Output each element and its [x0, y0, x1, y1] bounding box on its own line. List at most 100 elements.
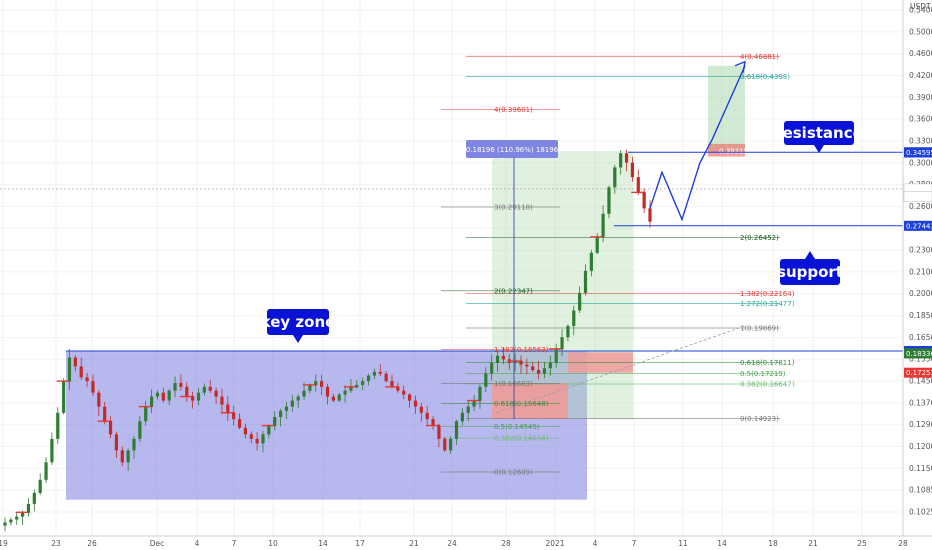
candle-body [466, 406, 470, 413]
candle-body [220, 396, 224, 405]
candle-body [578, 292, 582, 311]
candle-body [320, 381, 324, 387]
candle-body [249, 434, 253, 439]
candle-body [413, 400, 418, 407]
candle-body [378, 371, 382, 374]
candles [3, 149, 652, 532]
horizontal-levels [0, 151, 903, 352]
candle-body [337, 394, 341, 401]
candle-body [56, 412, 60, 439]
candle-body [648, 208, 652, 222]
fib-label-right: 4(0.46881) [740, 53, 779, 61]
candle-body [108, 421, 113, 435]
y-tick-label: 0.10850 [909, 486, 932, 495]
fib-label-right: 0.382(0.16647) [740, 381, 795, 389]
x-tick-label: 4 [195, 539, 200, 548]
candle-body [120, 450, 124, 463]
candle-body [173, 383, 177, 391]
candle-body [202, 386, 206, 393]
candle-body [185, 386, 189, 397]
candle-body [454, 421, 459, 439]
time-axis[interactable]: 19 23 26 Dec 4 7 10 14 17 21 24 28 2021 4 7 11 14 18 21 25 2… [0, 535, 932, 548]
candle-body [624, 153, 629, 163]
y-tick-label: 0.42000 [909, 71, 932, 80]
candle-body [478, 386, 482, 401]
candle-body [290, 400, 294, 407]
fib-label-right: 0.5(0.17219) [740, 370, 786, 378]
resistance-callout-box [784, 121, 854, 145]
candle-body [554, 348, 558, 363]
y-tick-label: 0.13700 [909, 398, 932, 407]
y-tick-label: 0.39000 [909, 93, 932, 102]
key-zone-box [66, 350, 587, 500]
candle-body [548, 362, 552, 369]
fib-label-right: 0(0.14923) [740, 415, 779, 423]
candle-body [149, 396, 154, 407]
candle-body [15, 516, 19, 520]
x-tick-label: 26 [87, 539, 97, 548]
candle-body [425, 412, 429, 420]
y-tick-label: 0.23000 [909, 246, 932, 255]
y-tick-label: 0.50000 [909, 27, 932, 36]
projection-arrowhead [734, 60, 746, 73]
x-tick-label: 2021 [545, 539, 564, 548]
candle-body [402, 390, 406, 395]
candle-body [607, 187, 611, 214]
x-tick-label: 17 [355, 539, 365, 548]
measure-label-box [466, 140, 558, 158]
price-axis[interactable]: 0.54000 0.50000 0.46000 0.42000 0.39000 0.360… [902, 0, 932, 536]
price-tag: 0.27443 [906, 222, 932, 230]
candle-body [542, 368, 547, 374]
candle-body [132, 438, 136, 451]
candle-body [355, 384, 359, 387]
price-tag-box [904, 220, 932, 231]
trend-line [495, 325, 746, 414]
y-tick-label: 0.26000 [909, 202, 932, 211]
measure-label: 0.18196 (110.96%) 18196 [466, 146, 559, 154]
candle-body [191, 396, 195, 401]
fib-label-left: 0.5(0.14549) [494, 423, 540, 431]
candle-body [20, 512, 25, 517]
candle-body [495, 355, 500, 363]
candle-body [126, 450, 130, 463]
price-tag-box [903, 191, 932, 202]
candle-body [50, 438, 54, 463]
candle-body [243, 427, 248, 435]
candle-body [114, 434, 119, 451]
candle-body [589, 252, 593, 271]
candle-body [237, 419, 242, 428]
y-tick-label: 0.33000 [909, 136, 932, 145]
fib-label-right: 1.382(0.22164) [740, 290, 795, 298]
price-tag: 0.18336 [906, 350, 932, 358]
x-tick-label: 28 [898, 539, 908, 548]
candle-body [566, 325, 570, 338]
y-tick-label: 0.21000 [909, 267, 932, 276]
candle-body [144, 406, 148, 422]
y-tick-label: 0.30000 [909, 158, 932, 167]
y-tick-label: 0.14500 [909, 377, 932, 386]
candle-body [138, 421, 142, 439]
y-tick-label: 0.46000 [909, 49, 932, 58]
candle-body [601, 213, 605, 237]
candle-body [536, 370, 541, 374]
candle-body [226, 404, 230, 413]
fib-label-left: 1.382(0.18563) [494, 346, 549, 354]
candle-body [62, 381, 66, 413]
y-tick-label: 0.10250 [909, 508, 932, 517]
support-callout-tail [805, 251, 815, 259]
candle-body [91, 381, 95, 393]
candle-body [296, 396, 300, 401]
y-tick-label: 0.20000 [909, 289, 932, 298]
candle-body [278, 410, 283, 418]
candle-body [583, 270, 588, 293]
y-tick-label: 0.12900 [909, 420, 932, 429]
candle-body [572, 310, 576, 326]
candle-body [501, 355, 506, 360]
candle-body [308, 384, 312, 391]
candle-body [255, 438, 259, 444]
x-tick-label: 24 [447, 539, 457, 548]
candle-body [343, 390, 347, 395]
candle-body [636, 177, 640, 193]
